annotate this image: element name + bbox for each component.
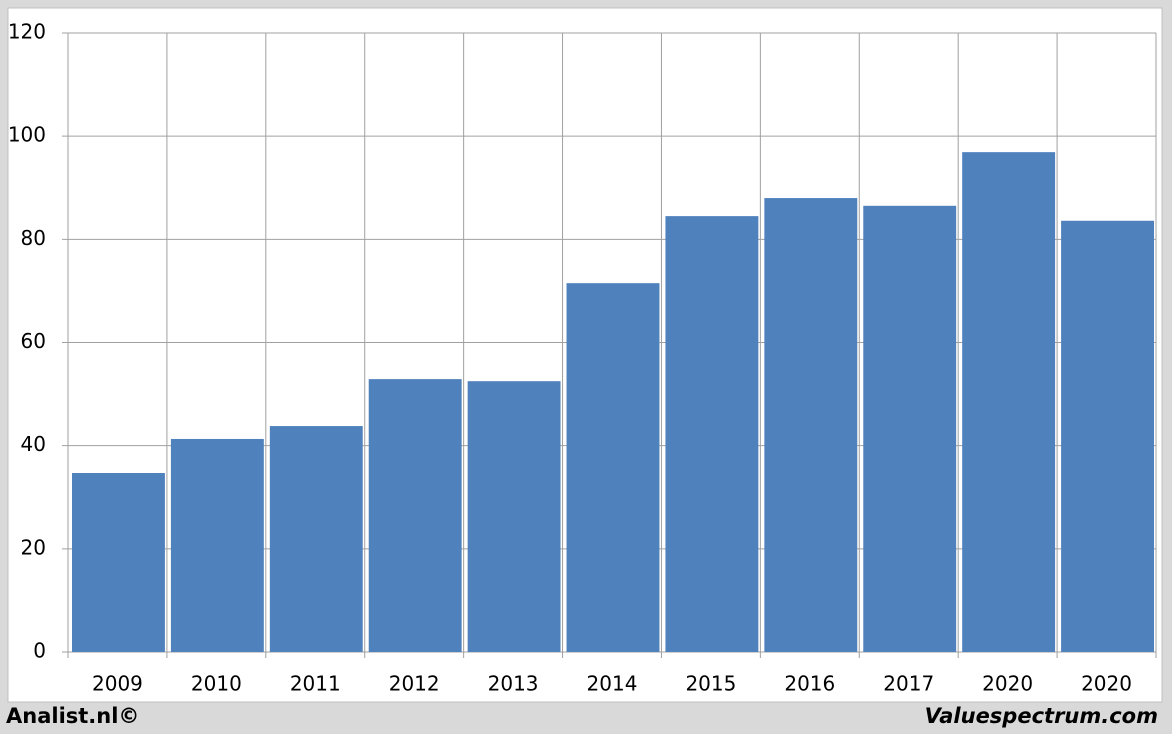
x-tick-label: 2014 (587, 672, 638, 696)
x-tick-label: 2017 (883, 672, 934, 696)
x-tick-label: 2013 (488, 672, 539, 696)
bar (269, 426, 363, 652)
bar (566, 283, 660, 652)
bar (72, 473, 165, 652)
y-tick-label: 20 (21, 535, 46, 559)
x-tick-label: 2011 (290, 672, 341, 696)
x-tick-label: 2016 (784, 672, 835, 696)
bar (863, 205, 957, 652)
x-tick-label: 2020 (1081, 672, 1132, 696)
x-tick-label: 2020 (982, 672, 1033, 696)
bar (764, 198, 858, 653)
bar (1061, 220, 1154, 652)
footer-right: Valuespectrum.com (925, 704, 1158, 728)
bar (962, 152, 1056, 652)
y-tick-label: 80 (21, 226, 46, 250)
y-tick-label: 60 (21, 329, 46, 353)
footer-left: Analist.nl© (6, 704, 139, 728)
y-tick-label: 0 (33, 639, 46, 663)
y-tick-label: 40 (21, 432, 46, 456)
y-tick-label: 100 (8, 123, 46, 147)
x-tick-label: 2010 (191, 672, 242, 696)
bar (368, 379, 462, 652)
x-tick-label: 2012 (389, 672, 440, 696)
x-tick-label: 2009 (92, 672, 143, 696)
x-tick-label: 2015 (685, 672, 736, 696)
y-tick-label: 120 (8, 20, 46, 44)
bar (467, 381, 561, 652)
bar (665, 216, 759, 652)
bar (170, 438, 264, 652)
